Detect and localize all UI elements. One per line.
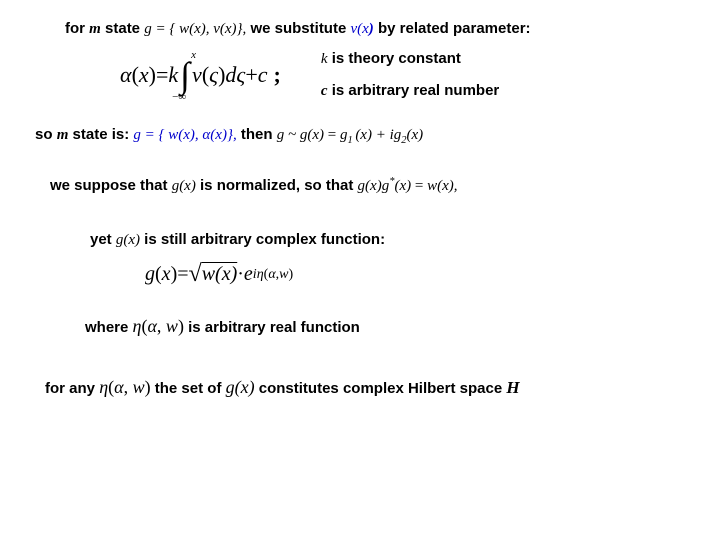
v: v — [192, 62, 202, 88]
rparen: ) — [149, 62, 156, 88]
slide-content: for m state g = { w(x), v(x)}, we substi… — [0, 0, 720, 430]
plus-i: + i — [372, 127, 394, 143]
var-m: m — [57, 127, 69, 143]
text: }, — [227, 127, 237, 143]
c: c — [258, 62, 268, 88]
integral-symbol: ∫ x −∞ — [180, 57, 190, 93]
wx: w(x), — [427, 178, 457, 194]
eq: = — [324, 127, 340, 143]
vars-wa: w(x), α(x) — [168, 127, 227, 143]
k: k — [168, 62, 178, 88]
e: e — [244, 263, 253, 286]
x1: (x) — [355, 127, 372, 143]
gx: g(x) — [172, 178, 196, 194]
equals: = — [156, 62, 168, 88]
alpha: α — [120, 62, 132, 88]
equation-1: α(x) = k ∫ x −∞ v(ς)dς + c; — [120, 57, 281, 93]
text: the set of — [151, 380, 226, 397]
var-m: m — [89, 21, 101, 37]
text: then — [237, 126, 277, 143]
equals: = — [177, 263, 188, 286]
k-desc: k is theory constant — [321, 50, 499, 68]
gx: g(x) — [116, 232, 140, 248]
gx: g(x) — [226, 377, 255, 397]
sqrt-arg: w(x) — [202, 263, 238, 286]
text: by related parameter: — [374, 20, 531, 37]
text: state is: — [68, 126, 133, 143]
line-5: where η(α, w) is arbitrary real function — [85, 316, 680, 337]
g-gx: g ~ g(x) — [277, 127, 324, 143]
line-1: for m state g = { w(x), v(x)}, we substi… — [65, 20, 680, 38]
int-lower: −∞ — [172, 91, 186, 103]
lparen: ( — [202, 62, 209, 88]
var-g: g — [133, 127, 141, 143]
zeta: ς — [236, 62, 245, 88]
eq: = — [411, 178, 427, 194]
zeta: ς — [209, 62, 218, 88]
d: d — [225, 62, 236, 88]
gxg: g(x)g — [358, 178, 390, 194]
text: constitutes complex Hilbert space — [255, 380, 507, 397]
rparen: ) — [171, 263, 178, 286]
constants-column: k is theory constant c is arbitrary real… — [321, 50, 499, 100]
lparen: ( — [155, 263, 162, 286]
text: is normalized, so that — [196, 177, 358, 194]
int-upper: x — [191, 49, 196, 61]
c-desc: c is arbitrary real number — [321, 82, 499, 100]
text: is theory constant — [328, 50, 461, 67]
H: H — [506, 378, 519, 397]
x: x — [162, 263, 171, 286]
eta-expr: η(α, w) — [133, 316, 184, 336]
line-6: for any η(α, w) the set of g(x) constitu… — [45, 377, 680, 398]
plus: + — [245, 62, 257, 88]
x: x — [139, 62, 149, 88]
lparen: ( — [132, 62, 139, 88]
equation-2: g(x) = √w(x) · eiη(α,w) — [50, 261, 680, 288]
text: is arbitrary real number — [328, 82, 500, 99]
text: is still arbitrary complex function: — [140, 231, 385, 248]
var-g: g — [144, 21, 152, 37]
dot: · — [237, 263, 244, 286]
line-2: so m state is: g = { w(x), α(x)}, then g… — [35, 126, 680, 146]
sqrt-icon: √ — [189, 261, 202, 288]
c: c — [321, 83, 328, 99]
equation-1-row: α(x) = k ∫ x −∞ v(ς)dς + c; k is theory … — [50, 50, 680, 100]
exponent: iη(α,w) — [253, 267, 293, 283]
text: we suppose that — [50, 177, 172, 194]
text: is arbitrary real function — [184, 319, 360, 336]
x: (x) — [394, 178, 411, 194]
g: g — [145, 263, 155, 286]
k: k — [321, 51, 328, 67]
rparen: ) — [218, 62, 225, 88]
eta-expr: η(α, w) — [99, 377, 150, 397]
text: for any — [45, 380, 99, 397]
var-vx: v(x — [350, 21, 368, 37]
semicolon: ; — [274, 62, 281, 88]
text: so — [35, 126, 57, 143]
text: state — [101, 20, 144, 37]
line-4: yet g(x) is still arbitrary complex func… — [90, 231, 680, 249]
text: where — [85, 319, 133, 336]
text: = { — [152, 21, 179, 37]
x2: (x) — [407, 127, 424, 143]
text: we substitute — [246, 20, 350, 37]
text: for — [65, 20, 89, 37]
text: }, — [237, 21, 247, 37]
line-3: we suppose that g(x) is normalized, so t… — [50, 176, 680, 195]
text: yet — [90, 231, 116, 248]
text: = { — [141, 127, 168, 143]
vars-wv: w(x), v(x) — [179, 21, 236, 37]
